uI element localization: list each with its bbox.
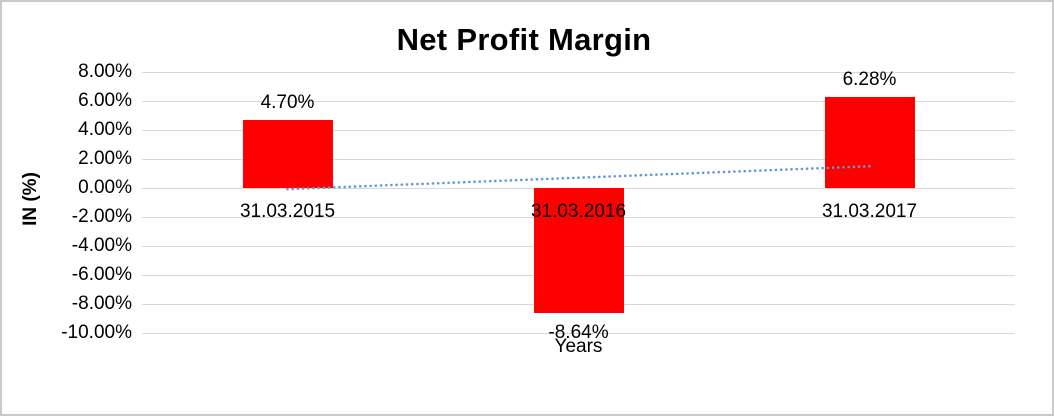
data-label: -8.64% xyxy=(548,322,609,344)
gridline xyxy=(142,129,1015,131)
chart-title: Net Profit Margin xyxy=(396,22,652,57)
data-label: 4.70% xyxy=(260,91,315,113)
y-tick-label: -2.00% xyxy=(71,206,132,227)
bar-31.03.2015[interactable] xyxy=(242,119,333,188)
x-axis-title: Years xyxy=(554,336,603,357)
bar-31.03.2016[interactable] xyxy=(533,188,624,314)
gridline xyxy=(142,100,1015,102)
gridline xyxy=(142,158,1015,160)
y-tick-label: -8.00% xyxy=(71,293,132,314)
y-tick-label: -6.00% xyxy=(71,264,132,285)
gridline xyxy=(142,332,1015,334)
y-tick-label: 2.00% xyxy=(78,148,132,169)
y-tick-label: 4.00% xyxy=(78,119,132,140)
category-label: 31.03.2016 xyxy=(530,201,627,222)
y-tick-label: 0.00% xyxy=(78,177,132,198)
data-label: 6.28% xyxy=(842,68,897,90)
trendline-dotted-line xyxy=(286,164,871,191)
category-label: 31.03.2015 xyxy=(239,201,336,222)
y-tick-label: -4.00% xyxy=(71,235,132,256)
bar-31.03.2017[interactable] xyxy=(824,96,915,188)
gridline xyxy=(142,71,1015,73)
y-tick-label: 8.00% xyxy=(78,61,132,82)
y-tick-label: 6.00% xyxy=(78,90,132,111)
category-label: 31.03.2017 xyxy=(821,201,918,222)
y-tick-label: -10.00% xyxy=(61,322,132,343)
